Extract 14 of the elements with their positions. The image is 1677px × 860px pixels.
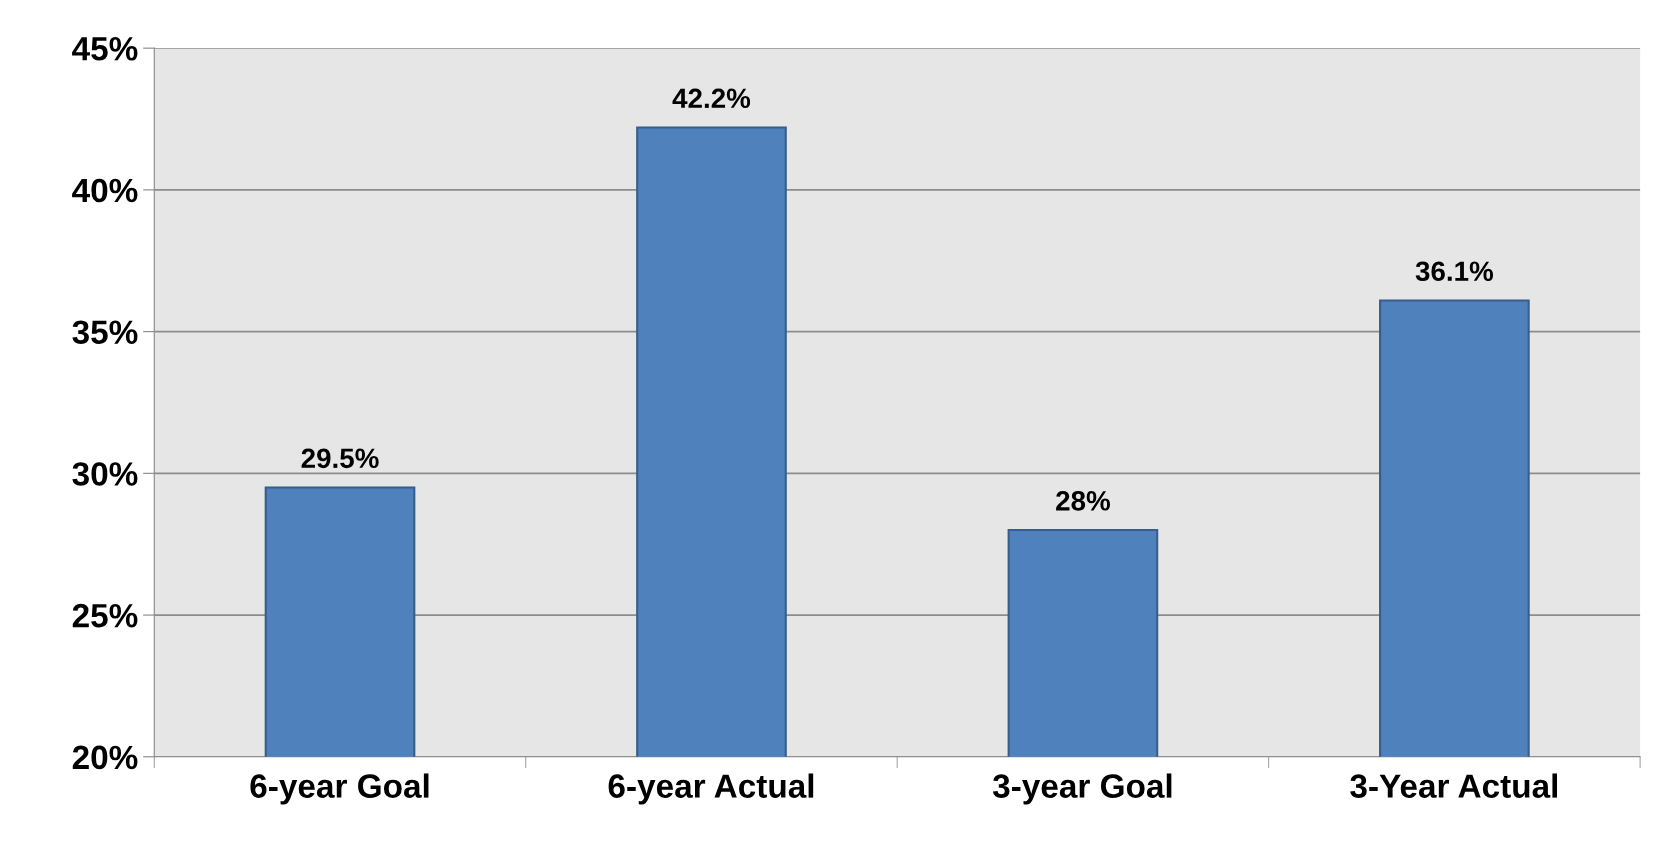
x-tick-label: 3-year Goal xyxy=(992,773,1172,805)
y-tick-label: 20% xyxy=(72,745,138,770)
data-label: 29.5% xyxy=(301,448,379,469)
y-tick-label: 30% xyxy=(72,462,138,486)
data-label: 36.1% xyxy=(1415,261,1494,282)
y-tick-label: 25% xyxy=(72,603,138,628)
data-label: 28% xyxy=(1056,490,1110,511)
data-label: 42.2% xyxy=(672,88,751,109)
y-tick-label: 45% xyxy=(72,37,138,61)
x-tick-label: 6-year Goal xyxy=(250,773,429,805)
y-tick-label: 35% xyxy=(72,320,138,345)
y-tick-label: 40% xyxy=(72,178,138,203)
x-tick-label: 3-Year Actual xyxy=(1350,773,1558,798)
x-tick-label: 6-year Actual xyxy=(608,773,814,805)
